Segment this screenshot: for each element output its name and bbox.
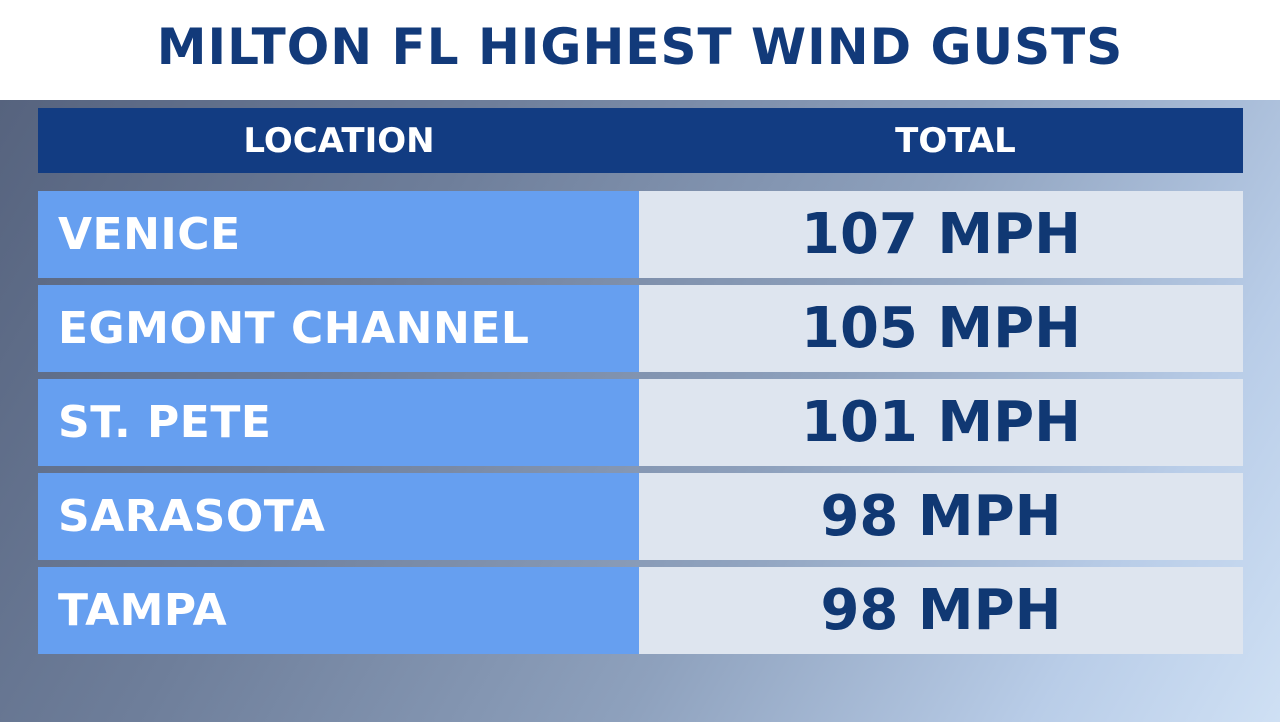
table-header: LOCATION TOTAL xyxy=(38,108,1243,173)
location-cell: VENICE xyxy=(38,191,639,278)
location-cell: EGMONT CHANNEL xyxy=(38,285,639,372)
table-row: VENICE 107 MPH xyxy=(38,191,1243,278)
title-bar: MILTON FL HIGHEST WIND GUSTS xyxy=(0,0,1280,100)
table-row: TAMPA 98 MPH xyxy=(38,567,1243,654)
table-row: EGMONT CHANNEL 105 MPH xyxy=(38,285,1243,372)
column-header-total: TOTAL xyxy=(895,120,1016,161)
column-header-location: LOCATION xyxy=(243,120,435,161)
location-cell: ST. PETE xyxy=(38,379,639,466)
location-cell: TAMPA xyxy=(38,567,639,654)
location-cell: SARASOTA xyxy=(38,473,639,560)
total-cell: 101 MPH xyxy=(639,379,1243,466)
total-cell: 98 MPH xyxy=(639,473,1243,560)
total-cell: 105 MPH xyxy=(639,285,1243,372)
table-row: SARASOTA 98 MPH xyxy=(38,473,1243,560)
total-cell: 98 MPH xyxy=(639,567,1243,654)
total-cell: 107 MPH xyxy=(639,191,1243,278)
chart-title: MILTON FL HIGHEST WIND GUSTS xyxy=(156,18,1124,76)
table-row: ST. PETE 101 MPH xyxy=(38,379,1243,466)
table-body: VENICE 107 MPH EGMONT CHANNEL 105 MPH ST… xyxy=(38,191,1243,661)
